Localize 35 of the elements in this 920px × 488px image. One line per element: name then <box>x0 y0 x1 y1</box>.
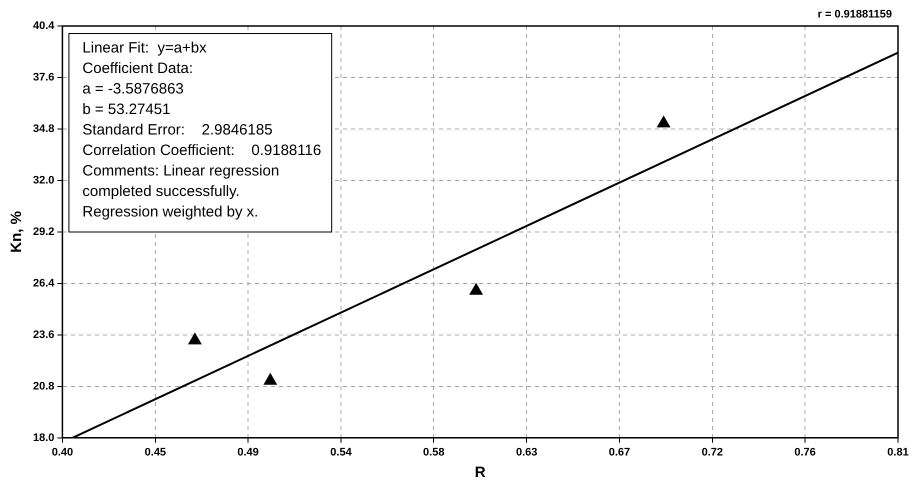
annotation: completed successfully. <box>82 183 240 200</box>
x-axis-title: R <box>474 464 486 482</box>
annotation: Regression weighted by x. <box>82 204 258 221</box>
y-tick-label: 32.0 <box>32 174 54 186</box>
y-tick-label: 37.6 <box>32 72 54 84</box>
x-tick-label: 0.40 <box>52 446 74 458</box>
y-tick-label: 34.8 <box>32 122 54 135</box>
annotation: b = 53.27451 <box>82 101 170 118</box>
annotation: a = -3.5876863 <box>82 80 184 98</box>
annotation: Linear Fit: y=a+bx <box>82 40 208 57</box>
annotation: Correlation Coefficient: 0.9188116 <box>82 142 322 160</box>
point <box>657 116 670 128</box>
x-tick-label: 0.58 <box>423 446 444 458</box>
point <box>264 374 276 385</box>
point <box>470 284 482 295</box>
y-tick-label: 23.6 <box>32 328 54 341</box>
x-tick-label: 0.72 <box>702 446 724 458</box>
x-tick-label: 0.45 <box>144 446 166 458</box>
annotation: Comments: Linear regression <box>82 162 280 180</box>
y-tick-label: 20.8 <box>32 380 54 392</box>
y-axis-title: Kn, % <box>8 211 26 253</box>
x-tick-label: 0.54 <box>330 446 353 458</box>
y-tick-label: 26.4 <box>32 277 56 290</box>
point <box>188 333 202 344</box>
y-tick-label: 40.4 <box>32 20 56 32</box>
x-tick-label: 0.67 <box>608 446 630 458</box>
annotation: Standard Error: 2.9846185 <box>82 122 273 139</box>
y-tick-label: 29.2 <box>32 226 54 238</box>
text: r = 0.91881159 <box>818 8 892 21</box>
x-tick-label: 0.63 <box>516 446 538 458</box>
x-tick-label: 0.81 <box>887 446 909 458</box>
x-tick-label: 0.76 <box>794 446 816 458</box>
y-tick-label: 18.0 <box>32 432 54 444</box>
x-tick-label: 0.49 <box>237 446 259 458</box>
annotation: Coefficient Data: <box>82 60 194 78</box>
